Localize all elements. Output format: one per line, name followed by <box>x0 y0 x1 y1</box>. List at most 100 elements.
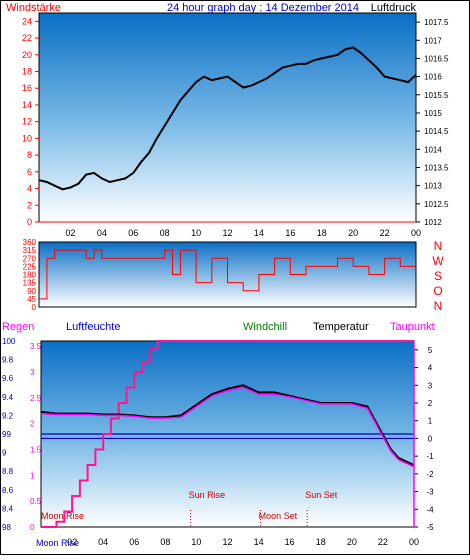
rain-tick-label: 0.5 <box>30 497 42 506</box>
event-label: Sun Set <box>305 490 338 500</box>
pressure-right-axis: 1012 1012.5 1013 1013.5 1014 1014.5 1015 1015.5… <box>416 18 449 227</box>
pressure-x-tick-label: 00 <box>411 228 421 238</box>
pressure-right-tick-label: 1013.5 <box>424 163 449 172</box>
pressure-left-tick-label: 8 <box>27 150 32 160</box>
wind-direction-left-tick-label: 0 <box>32 303 37 312</box>
wind-direction-left-tick-label: 90 <box>27 287 36 296</box>
wind-direction-compass-label: W <box>432 254 444 268</box>
pressure-right-tick-label: 1012 <box>424 218 442 227</box>
pressure-left-tick-label: 12 <box>22 117 32 127</box>
wind-direction-left-tick-label: 45 <box>27 295 36 304</box>
pressure-x-tick-label: 16 <box>285 228 295 238</box>
legend-temperatur: Temperatur <box>313 321 369 333</box>
pressure-right-tick-label: 1015 <box>424 109 442 118</box>
humidity-tick-label: 9.8 <box>2 356 14 365</box>
rain-tick-label: 2.5 <box>30 394 42 403</box>
pressure-left-tick-label: 0 <box>27 217 32 227</box>
temperature-x-tick-label: 08 <box>160 537 170 547</box>
pressure-right-tick-label: 1016 <box>424 73 442 82</box>
temperature-line <box>40 384 415 466</box>
rain-tick-label: 1.5 <box>30 446 42 455</box>
humidity-tick-label: 100 <box>2 337 16 346</box>
legend-windchill: Windchill <box>243 321 287 333</box>
humidity-tick-label: 9.2 <box>2 411 14 420</box>
pressure-x-tick-label: 10 <box>191 228 201 238</box>
temperature-right-tick-label: -3 <box>426 488 434 497</box>
pressure-left-tick-label: 22 <box>22 33 32 43</box>
temperature-x-tick-label: 04 <box>98 537 108 547</box>
humidity-tick-label: 9 <box>2 449 7 458</box>
temperature-right-tick-label: 5 <box>428 346 433 355</box>
humidity-tick-label: 99 <box>2 430 11 439</box>
temperature-x-tick-label: 06 <box>129 537 139 547</box>
pressure-x-tick-label: 08 <box>160 228 170 238</box>
wind-direction-left-tick-label: 315 <box>23 246 37 255</box>
humidity-tick-label: 9.6 <box>2 374 14 383</box>
event-label: Sun Rise <box>189 490 226 500</box>
temperature-right-tick-label: 1 <box>428 417 433 426</box>
rain-tick-label: 0 <box>30 523 35 532</box>
humidity-tick-label: 8.4 <box>2 504 14 513</box>
temperature-right-tick-label: -1 <box>426 452 434 461</box>
pressure-left-tick-label: 18 <box>22 67 32 77</box>
rain-tick-label: 3.5 <box>30 342 42 351</box>
temperature-x-tick-label: 22 <box>378 537 388 547</box>
pressure-left-tick-label: 24 <box>22 16 32 26</box>
legend-taupunkt: Taupunkt <box>390 321 435 333</box>
humidity-tick-label: 9.4 <box>2 393 14 402</box>
temperature-x-tick-label: 16 <box>285 537 295 547</box>
temperature-right-tick-label: -2 <box>426 470 434 479</box>
rain-line <box>41 340 414 528</box>
temperature-right-tick-label: 2 <box>428 399 433 408</box>
wind-direction-compass-label: O <box>433 284 442 298</box>
wind-direction-compass-label: N <box>434 239 443 253</box>
legend: Regen Luftfeuchte Windchill Temperatur T… <box>2 321 435 333</box>
dewpoint-line <box>40 386 415 468</box>
pressure-left-tick-label: 6 <box>27 167 32 177</box>
pressure-x-tick-label: 06 <box>128 228 138 238</box>
temperature-x-tick-label: 02 <box>67 537 77 547</box>
pressure-left-tick-label: 4 <box>27 184 32 194</box>
pressure-x-tick-label: 18 <box>317 228 327 238</box>
temperature-x-tick-label: 18 <box>316 537 326 547</box>
wind-direction-compass-label: N <box>434 299 443 313</box>
pressure-x-tick-label: 20 <box>348 228 358 238</box>
pressure-x-tick-label: 04 <box>97 228 107 238</box>
temperature-right-tick-label: 0 <box>428 434 433 443</box>
pressure-x-tick-label: 12 <box>222 228 232 238</box>
temperature-panel: 00.511.522.533.5 988.48.68.89999.29.49.6… <box>2 337 434 548</box>
pressure-x-tick-label: 14 <box>254 228 264 238</box>
pressure-right-tick-label: 1014.5 <box>424 127 449 136</box>
temperature-x-tick-label: 20 <box>347 537 357 547</box>
pressure-right-tick-label: 1012.5 <box>424 200 449 209</box>
humidity-tick-label: 8.8 <box>2 467 14 476</box>
legend-regen: Regen <box>2 321 34 333</box>
pressure-line <box>38 46 417 191</box>
wind-direction-left-tick-label: 135 <box>23 279 37 288</box>
humidity-tick-label: 8.6 <box>2 486 14 495</box>
wind-direction-left-tick-label: 225 <box>23 262 37 271</box>
pressure-left-tick-label: 10 <box>22 133 32 143</box>
pressure-left-tick-label: 14 <box>22 100 32 110</box>
temperature-right-tick-label: 4 <box>428 364 433 373</box>
temperature-lines <box>40 340 415 528</box>
pressure-right-tick-label: 1015.5 <box>424 91 449 100</box>
header-right-label: Luftdruck <box>371 2 417 14</box>
pressure-x-tick-label: 02 <box>65 228 75 238</box>
temperature-right-tick-label: 3 <box>428 381 433 390</box>
pressure-right-tick-label: 1013 <box>424 182 442 191</box>
temperature-x-tick-label: 10 <box>191 537 201 547</box>
temperature-x-tick-label: 00 <box>409 537 419 547</box>
temperature-x-tick-label: 14 <box>254 537 264 547</box>
pressure-right-tick-label: 1017.5 <box>424 18 449 27</box>
temperature-x-tick-label: 12 <box>222 537 232 547</box>
pressure-left-tick-label: 16 <box>22 83 32 93</box>
pressure-right-tick-label: 1017 <box>424 36 442 45</box>
